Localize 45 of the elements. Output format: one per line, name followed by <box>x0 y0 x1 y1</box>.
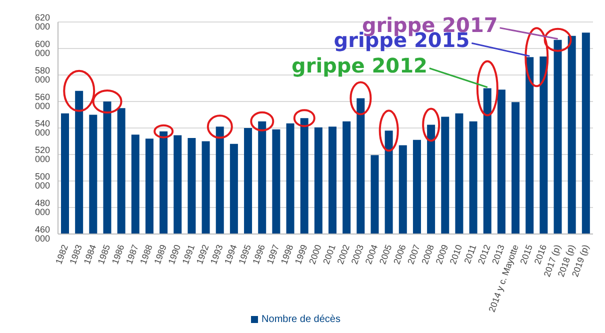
x-tick-label: 1994 <box>222 243 239 266</box>
y-tick-label: 480 000 <box>34 198 50 218</box>
y-tick-label: 520 000 <box>34 145 50 164</box>
x-tick-label: 1991 <box>180 243 197 266</box>
x-tick-label: 2007 <box>406 243 422 266</box>
x-tick-label: 2012 <box>476 243 492 266</box>
y-tick-label: 500 000 <box>34 172 50 191</box>
legend-label: Nombre de décès <box>262 314 340 325</box>
x-tick-label: 2000 <box>307 243 324 266</box>
x-tick-label: 2005 <box>377 243 394 266</box>
x-tick-label: 1992 <box>194 243 211 266</box>
annotation: grippe 2012 <box>292 53 428 78</box>
x-tick-label: 1987 <box>124 243 140 266</box>
x-tick-label: 2016 <box>532 243 549 266</box>
x-tick-label: 1986 <box>110 243 126 266</box>
x-tick-label: 1988 <box>138 243 154 266</box>
x-tick-label: 2001 <box>321 243 338 266</box>
x-tick-label: 1989 <box>152 243 168 266</box>
y-tick-label: 540 000 <box>34 118 50 138</box>
x-tick-label: 1995 <box>236 243 253 266</box>
y-tick-label: 560 000 <box>34 92 50 112</box>
x-tick-label: 1983 <box>68 243 84 266</box>
x-tick-label: 1993 <box>208 243 225 266</box>
y-tick-label: 580 000 <box>34 66 50 85</box>
x-tick-label: 2013 <box>490 243 506 266</box>
x-tick-label: 2011 <box>462 243 478 265</box>
x-tick-label: 2015 <box>518 243 535 266</box>
x-tick-label: 1985 <box>96 243 112 266</box>
x-tick-label: 1999 <box>293 243 310 266</box>
y-tick-label: 600 000 <box>34 39 50 58</box>
x-tick-label: 2006 <box>392 243 408 266</box>
x-tick-label: 1990 <box>166 243 183 266</box>
x-tick-label: 2009 <box>434 243 450 266</box>
y-tick-label: 620 000 <box>34 12 50 32</box>
y-tick-label: 460 000 <box>34 224 50 244</box>
x-tick-label: 1982 <box>54 243 70 266</box>
x-tick-label: 2002 <box>335 243 352 266</box>
x-tick-label: 2004 <box>363 243 380 266</box>
x-tick-label: 2008 <box>420 243 436 266</box>
x-tick-label: 1996 <box>250 243 268 266</box>
x-tick-label: 1984 <box>82 243 98 266</box>
x-tick-label: 2003 <box>349 243 366 266</box>
x-tick-label: 1998 <box>278 243 296 266</box>
x-tick-label: 1997 <box>264 243 282 266</box>
x-tick-label: 2010 <box>448 243 464 266</box>
